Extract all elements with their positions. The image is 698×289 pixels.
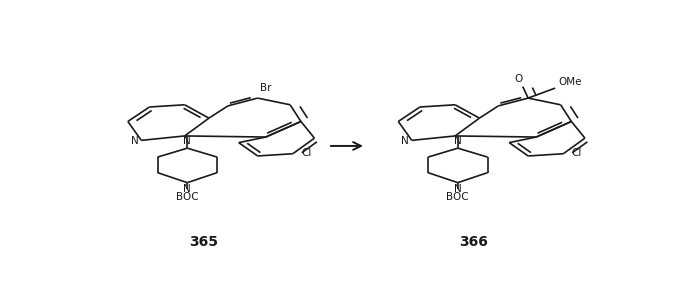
Text: N: N (401, 136, 409, 147)
Text: N: N (454, 136, 461, 147)
Text: N: N (184, 136, 191, 147)
Text: BOC: BOC (447, 192, 469, 202)
Text: Br: Br (260, 83, 272, 93)
Text: O: O (514, 74, 523, 84)
Text: N: N (454, 184, 461, 194)
Text: 365: 365 (189, 235, 218, 249)
Text: N: N (131, 136, 139, 147)
Text: Cl: Cl (572, 148, 581, 158)
Text: 366: 366 (459, 235, 489, 249)
Text: N: N (184, 184, 191, 194)
Text: Cl: Cl (301, 148, 311, 158)
Text: OMe: OMe (558, 77, 581, 87)
Text: BOC: BOC (176, 192, 199, 202)
